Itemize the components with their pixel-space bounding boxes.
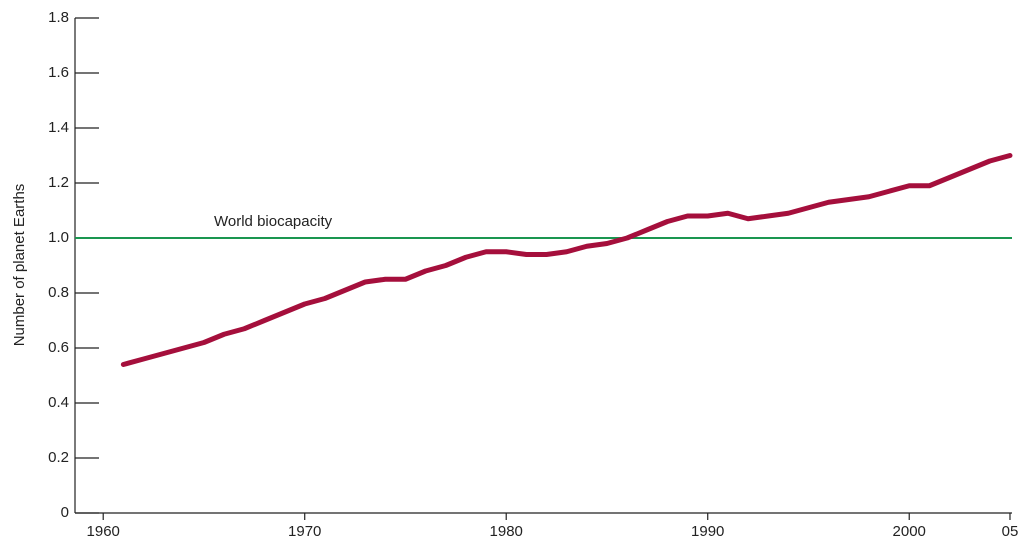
- y-tick-label: 0: [61, 504, 69, 521]
- x-tick-label: 2000: [893, 523, 926, 540]
- x-tick-label: 1980: [490, 523, 523, 540]
- y-tick-label: 0.6: [48, 339, 69, 356]
- y-tick-label: 1.0: [48, 229, 69, 246]
- y-tick-label: 1.6: [48, 64, 69, 81]
- y-tick-label: 0.4: [48, 394, 69, 411]
- y-tick-label: 1.4: [48, 119, 69, 136]
- y-tick-label: 1.8: [48, 9, 69, 26]
- data-line: [120, 153, 1013, 367]
- reference-label: World biocapacity: [214, 213, 333, 230]
- y-tick-label: 0.8: [48, 284, 69, 301]
- y-tick-label: 0.2: [48, 449, 69, 466]
- x-tick-label: 1970: [288, 523, 321, 540]
- x-tick-label: 1960: [87, 523, 120, 540]
- y-axis-label: Number of planet Earths: [11, 184, 28, 347]
- x-tick-label: 1990: [691, 523, 724, 540]
- x-tick-label: 05: [1002, 523, 1019, 540]
- y-tick-label: 1.2: [48, 174, 69, 191]
